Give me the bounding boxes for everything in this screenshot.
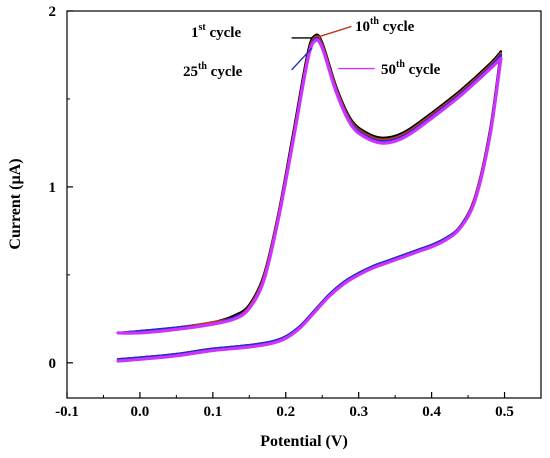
x-tick-label: 0.2 [276, 404, 295, 420]
cycle-curve-4-forward-scan [116, 38, 503, 335]
annotation-cycle-25: 25th cycle [183, 61, 243, 80]
y-tick-label: 0 [49, 356, 57, 372]
annotation-leader-2 [317, 25, 352, 38]
x-tick-label: 0.1 [203, 404, 222, 420]
annotation-cycle-10: 10th cycle [355, 16, 415, 35]
x-tick-label: 0.5 [495, 404, 514, 420]
annotation-cycle-1: 1st cycle [191, 22, 241, 41]
x-tick-label: -0.1 [55, 404, 79, 420]
x-tick-label: 0.0 [131, 404, 150, 420]
annotation-leader-3 [291, 47, 313, 71]
y-axis-ticks: 0 1 2 [49, 4, 73, 372]
cv-curves [116, 33, 503, 363]
y-tick-label: 2 [49, 4, 57, 20]
x-tick-label: 0.3 [349, 404, 368, 420]
y-axis-title: Current (µA) [7, 158, 24, 249]
x-axis-ticks: -0.1 0.0 0.1 0.2 0.3 0.4 0.5 [55, 392, 514, 420]
annotation-leader-lines [291, 25, 375, 71]
y-tick-label: 1 [49, 180, 57, 196]
x-axis-title: Potential (V) [260, 433, 348, 450]
cycle-curve-4 [116, 38, 503, 363]
annotation-cycle-50: 50th cycle [381, 59, 441, 78]
x-tick-label: 0.4 [422, 404, 441, 420]
cycle-curve-4-reverse-scan [116, 56, 503, 363]
